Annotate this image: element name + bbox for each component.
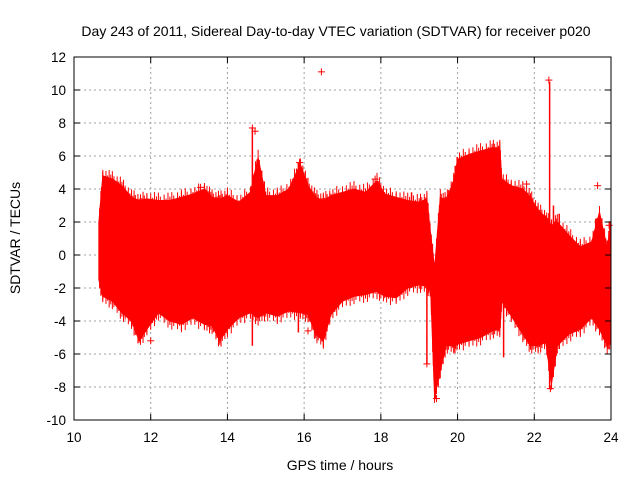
data-point (296, 159, 304, 167)
x-tick-label: 24 (603, 430, 619, 445)
data-point (304, 327, 312, 335)
y-tick-label: 4 (58, 182, 66, 197)
y-tick-label: 2 (58, 215, 66, 230)
x-tick-label: 14 (220, 430, 236, 445)
data-point (251, 127, 259, 135)
x-tick-label: 10 (66, 430, 81, 445)
y-tick-label: -8 (54, 380, 66, 395)
x-tick-label: 12 (143, 430, 158, 445)
plot-frame (73, 56, 612, 421)
y-tick-label: 10 (51, 83, 66, 98)
data-point (317, 68, 325, 76)
y-tick-label: -2 (54, 281, 66, 296)
y-axis-label: SDTVAR / TECUs (7, 182, 23, 294)
y-tick-label: 0 (58, 248, 66, 263)
data-point (371, 175, 379, 183)
x-axis-label: GPS time / hours (287, 457, 394, 473)
x-tick-label: 20 (450, 430, 465, 445)
y-tick-label: -10 (46, 413, 66, 428)
y-tick-label: 8 (58, 116, 66, 131)
x-tick-label: 18 (373, 430, 388, 445)
y-tick-label: -6 (54, 347, 66, 362)
data-point (432, 395, 440, 403)
data-series-sdtvar (98, 68, 613, 403)
y-tick-label: 6 (58, 149, 66, 164)
y-tick-label: -4 (54, 314, 66, 329)
x-tick-label: 22 (527, 430, 542, 445)
chart-title: Day 243 of 2011, Sidereal Day-to-day VTE… (81, 23, 590, 39)
data-point (545, 76, 553, 84)
data-point (197, 183, 205, 191)
data-point (594, 182, 602, 190)
data-point (423, 360, 431, 368)
data-point (147, 337, 155, 345)
y-tick-label: 12 (51, 50, 66, 65)
x-tick-label: 16 (297, 430, 312, 445)
data-point (523, 180, 531, 188)
data-point (546, 385, 554, 393)
